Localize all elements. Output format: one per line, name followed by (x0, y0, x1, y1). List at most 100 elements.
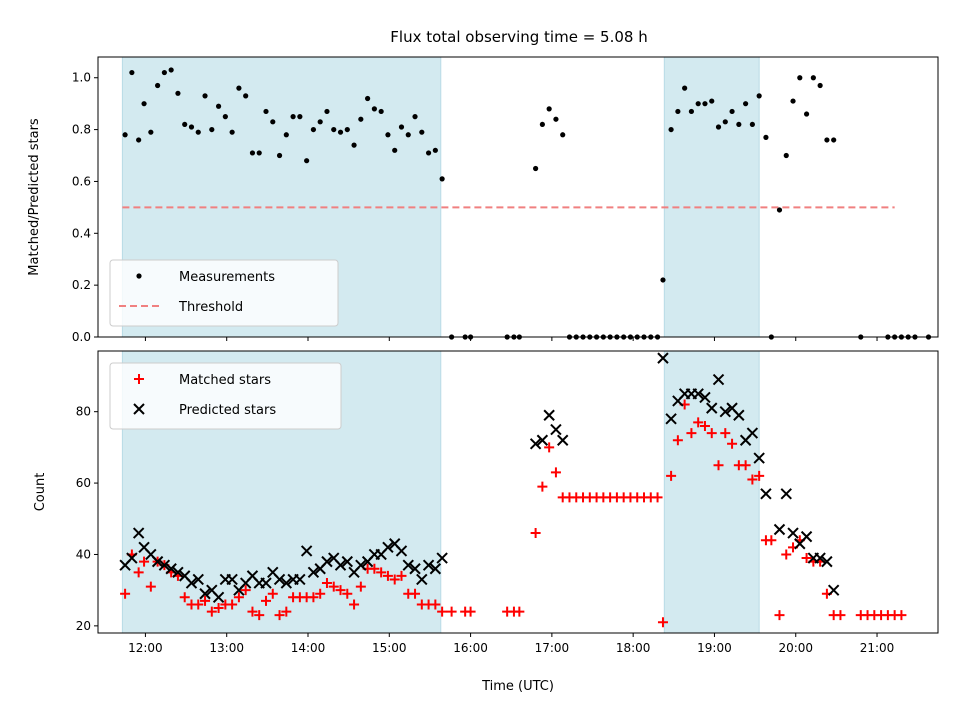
measurement-point (310, 126, 317, 133)
predicted-star-point (334, 559, 347, 571)
measurement-point (324, 108, 330, 115)
measurement-point (122, 132, 128, 138)
observing-band-1 (663, 350, 760, 634)
count-points (119, 352, 907, 628)
predicted-star-point (760, 488, 772, 500)
ratio-legend: Measurements Threshold (109, 259, 339, 327)
measurement-point (797, 75, 803, 81)
predicted-star-point (151, 555, 164, 568)
predicted-star-point (158, 559, 171, 571)
matched-star-point (514, 606, 525, 617)
x-tick-label: 20:00 (778, 641, 813, 655)
legend-plus-marker (134, 374, 144, 384)
predicted-star-point (416, 573, 428, 586)
predicted-star-point (699, 391, 711, 404)
predicted-star-point (529, 438, 542, 450)
measurement-point (539, 121, 545, 128)
predicted-star-point (536, 434, 549, 446)
measurement-point (776, 207, 783, 213)
measurement-point (790, 98, 796, 104)
matched-star-point (376, 567, 387, 578)
predicted-star-point (657, 352, 669, 364)
matched-star-point (179, 592, 190, 603)
measurement-point (412, 114, 418, 120)
predicted-star-point (665, 413, 677, 425)
measurement-point (297, 114, 303, 120)
measurement-point (439, 176, 445, 182)
y-tick-label: 60 (76, 476, 91, 490)
measurement-point (749, 121, 755, 128)
matched-star-point (410, 588, 421, 599)
predicted-star-point (280, 577, 293, 589)
measurement-point (188, 124, 195, 130)
measurement-point (553, 116, 559, 122)
count-y-axis-label: Count (33, 473, 48, 512)
measurement-point (405, 132, 411, 138)
matched-star-point (369, 563, 380, 574)
measurement-point (129, 69, 135, 76)
measurement-point (365, 95, 371, 102)
legend-x-marker (133, 403, 145, 415)
matched-star-point (693, 417, 704, 428)
x-tick-label: 16:00 (453, 641, 488, 655)
measurement-point (249, 150, 256, 156)
count-x-ticks: 12:00 13:00 14:00 15:00 16:00 17:00 18:00 19:00… (128, 633, 894, 655)
legend-label: Threshold (178, 300, 243, 315)
predicted-star-point (733, 409, 745, 421)
predicted-star-point (543, 409, 555, 421)
measurement-point (337, 129, 344, 135)
matched-star-point (550, 467, 561, 478)
matched-star-point (261, 595, 271, 606)
legend-box (109, 362, 342, 430)
predicted-star-point (422, 559, 435, 571)
ratio-axes-frame (97, 56, 939, 338)
measurement-point (222, 114, 228, 120)
matched-star-point (672, 435, 683, 446)
matched-star-point (233, 592, 244, 603)
matched-star-point (396, 570, 407, 581)
predicted-star-point (787, 527, 799, 539)
measurement-point (385, 132, 391, 138)
matched-star-point (133, 567, 144, 578)
predicted-star-point (429, 563, 442, 575)
y-tick-label: 40 (76, 547, 91, 561)
measurement-point (256, 150, 262, 156)
measurement-point (756, 93, 762, 99)
measurement-point (660, 277, 666, 283)
y-tick-label: 0.6 (72, 174, 91, 188)
measurement-point (304, 158, 310, 164)
measurement-point (682, 85, 688, 91)
matched-star-point (200, 595, 211, 606)
predicted-star-point (192, 573, 204, 586)
ratio-y-ticks: 0.0 0.2 0.4 0.6 0.8 1.0 (72, 71, 98, 344)
x-tick-label: 19:00 (697, 641, 732, 655)
legend-label: Predicted stars (179, 403, 276, 418)
matched-star-point (706, 428, 717, 439)
matched-star-point (699, 420, 710, 431)
chart-title: Flux total observing time = 5.08 h (390, 28, 647, 46)
predicted-star-point (395, 545, 408, 557)
matched-star-point (139, 556, 150, 567)
measurement-point (136, 137, 142, 143)
matched-star-point (349, 599, 360, 610)
y-tick-label: 1.0 (72, 71, 91, 85)
predicted-star-point (814, 552, 826, 564)
measurement-point (560, 132, 566, 138)
measurement-point (276, 152, 283, 159)
matched-star-point (281, 606, 292, 617)
measurement-point (344, 126, 350, 133)
predicted-star-point (827, 584, 840, 596)
ratio-x-ticks (144, 337, 878, 341)
matched-star-point (240, 585, 251, 596)
matched-star-point (754, 470, 765, 481)
ratio-y-axis-label: Matched/Predicted stars (27, 118, 42, 276)
predicted-star-point (780, 488, 792, 500)
count-axes-frame (97, 350, 939, 634)
matched-star-point (315, 588, 326, 599)
measurement-point (195, 129, 201, 135)
x-tick-label: 18:00 (616, 641, 651, 655)
predicted-star-point (126, 552, 138, 564)
measurement-point (763, 134, 769, 140)
